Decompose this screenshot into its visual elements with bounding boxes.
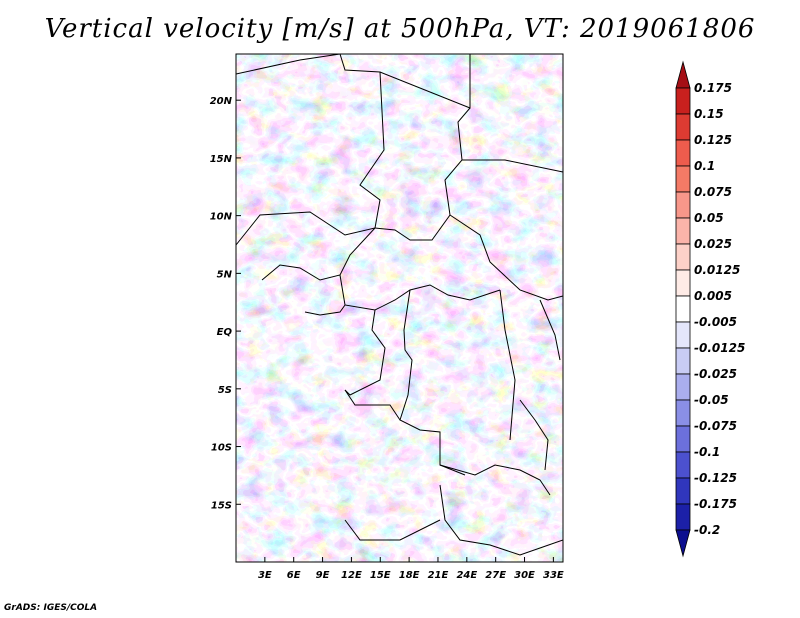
colorbar-label: -0.175	[694, 497, 737, 511]
colorbar-label: 0.0125	[694, 263, 740, 277]
colorbar-label: 0.1	[694, 159, 715, 173]
x-tick-label: 21E	[428, 570, 449, 581]
colorbar-swatch	[675, 60, 691, 89]
colorbar-label: -0.0125	[694, 341, 745, 355]
colorbar-swatch	[675, 243, 691, 271]
colorbar-label: 0.05	[694, 211, 724, 225]
x-tick-label: 24E	[456, 570, 477, 581]
colorbar-swatch	[675, 451, 691, 479]
colorbar-swatch	[675, 321, 691, 349]
x-tick-label: 12E	[341, 570, 362, 581]
y-tick-label: 15S	[211, 500, 232, 511]
map-field	[236, 54, 563, 562]
colorbar-label: -0.1	[694, 445, 720, 459]
colorbar-swatch	[675, 295, 691, 323]
colorbar-label: 0.005	[694, 289, 732, 303]
colorbar: 0.175 0.15 0.125 0.1 0.075 0.05 0.025 0.0125 0.0…	[675, 60, 745, 558]
colorbar-swatch	[675, 503, 691, 531]
y-tick-label: 20N	[210, 96, 233, 107]
grads-credit: GrADS: IGES/COLA	[4, 603, 98, 613]
y-tick-label: 15N	[210, 154, 233, 165]
plot-frame	[235, 53, 564, 563]
x-tick-label: 30E	[514, 570, 535, 581]
colorbar-swatch	[675, 269, 691, 297]
colorbar-swatch	[675, 529, 691, 558]
colorbar-label: 0.075	[694, 185, 732, 199]
colorbar-label: 0.025	[694, 237, 732, 251]
x-tick-label: 33E	[543, 570, 564, 581]
x-axis: 3E 6E 9E 12E 15E 18E 21E 24E 27E 30E 33E	[258, 557, 564, 581]
y-tick-label: EQ	[217, 327, 233, 338]
country-borders	[236, 54, 563, 556]
colorbar-swatch	[675, 191, 691, 219]
colorbar-swatch	[675, 217, 691, 245]
x-tick-label: 9E	[316, 570, 330, 581]
colorbar-label: 0.125	[694, 133, 732, 147]
colorbar-label: -0.125	[694, 471, 737, 485]
colorbar-swatch	[675, 477, 691, 505]
colorbar-swatch	[675, 87, 691, 115]
y-tick-label: 5N	[217, 269, 233, 280]
y-tick-label: 5S	[218, 385, 232, 396]
y-tick-label: 10S	[211, 443, 232, 454]
colorbar-swatch	[675, 373, 691, 401]
colorbar-label: -0.05	[694, 393, 729, 407]
colorbar-swatch	[675, 113, 691, 141]
x-tick-label: 6E	[287, 570, 301, 581]
colorbar-label: 0.175	[694, 81, 732, 95]
colorbar-label: -0.2	[694, 523, 720, 537]
colorbar-label: 0.15	[694, 107, 724, 121]
x-tick-label: 27E	[485, 570, 506, 581]
colorbar-swatch	[675, 139, 691, 167]
colorbar-label: -0.005	[694, 315, 737, 329]
x-tick-label: 15E	[370, 570, 391, 581]
colorbar-swatch	[675, 165, 691, 193]
colorbar-swatch	[675, 399, 691, 427]
colorbar-label: -0.025	[694, 367, 737, 381]
x-tick-label: 18E	[399, 570, 420, 581]
x-tick-label: 3E	[258, 570, 272, 581]
chart-title: Vertical velocity [m/s] at 500hPa, VT: 2…	[44, 14, 756, 44]
y-tick-label: 10N	[210, 212, 233, 223]
colorbar-swatch	[675, 347, 691, 375]
colorbar-swatch	[675, 425, 691, 453]
y-axis: 20N 15N 10N 5N EQ 5S 10S 15S	[210, 96, 241, 511]
colorbar-label: -0.075	[694, 419, 737, 433]
plot-area	[235, 53, 564, 563]
